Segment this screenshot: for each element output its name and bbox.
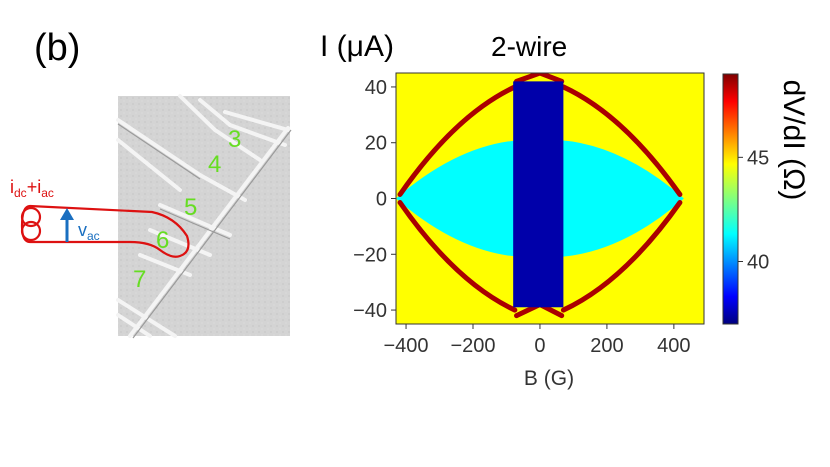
voltage-arrow [60,208,74,242]
voltage-label: vac [78,220,100,243]
y-tick-label: −40 [353,300,387,322]
current-label-sub-ac: ac [41,186,54,200]
x-tick-label: −200 [450,335,495,357]
current-label-main: i [10,177,14,197]
contact-labels: 3 4 5 6 7 [133,126,241,293]
colorbar-tick-label: 40 [747,252,769,274]
contact-label-7: 7 [133,266,146,293]
voltage-label-main: v [78,220,87,240]
colorbar-label: dV/dI (Ω) [777,80,810,201]
colorbar-ticks: 40 45 [738,147,769,274]
y-tick-label: 20 [365,133,387,155]
current-label: idc+iac [10,177,54,200]
heatmap [396,73,704,324]
y-axis-label: I (μA) [320,30,394,63]
chart-title: 2-wire [491,31,567,62]
current-label-plus: +i [27,177,42,197]
heatmap-transition-upper-left [397,84,518,197]
heatmap-central-band [513,81,564,308]
contact-label-4: 4 [208,151,221,178]
y-tick-label: 0 [376,189,387,211]
current-loop [20,204,190,258]
contact-label-5: 5 [184,194,197,221]
sem-image [116,94,292,339]
y-tick-label: 40 [365,77,387,99]
x-axis-ticks: −400 −200 0 200 400 [384,324,691,357]
contact-label-6: 6 [156,227,169,254]
colorbar-tick-label: 45 [747,147,769,169]
contact-label-3: 3 [228,126,241,153]
heatmap-transition-top-cusp [514,73,565,84]
y-tick-label: −20 [353,244,387,266]
voltage-label-sub: ac [87,229,100,243]
x-tick-label: 0 [534,335,545,357]
x-tick-label: 200 [590,335,623,357]
current-label-sub-dc: dc [14,186,27,200]
y-axis-ticks: 40 20 0 −20 −40 [353,77,396,322]
x-tick-label: 400 [657,335,690,357]
x-axis-label: B (G) [524,367,574,390]
x-tick-label: −400 [384,335,429,357]
panel-label: (b) [34,27,80,69]
colorbar [722,73,739,325]
heatmap-transition-upper-right [560,84,683,197]
heatmap-transition-lower-right [560,200,683,313]
heatmap-transition-lower-left [397,200,518,313]
